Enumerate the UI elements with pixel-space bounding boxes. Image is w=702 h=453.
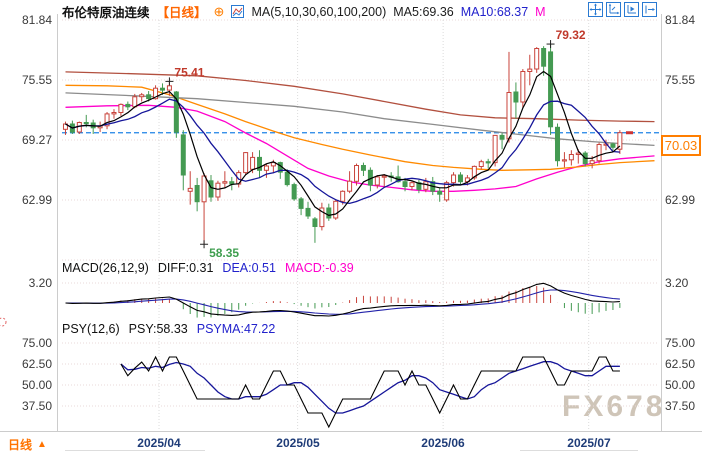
psy-axis-label: 62.50 — [665, 357, 696, 371]
psy-axis-label: 50.00 — [21, 378, 52, 392]
psy-axis-label: 75.00 — [665, 336, 696, 350]
x-axis-month-label: 2025/07 — [567, 436, 611, 450]
x-axis-month-label: 2025/04 — [137, 436, 181, 450]
period-label: 日线 — [8, 438, 33, 452]
psy-params-label: PSY(12,6) — [62, 322, 120, 336]
chart-toolbar — [588, 2, 657, 17]
svg-text:75.41: 75.41 — [174, 65, 204, 79]
macd-dea-label: DEA:0.51 — [222, 261, 276, 275]
macd-axis-label: 3.20 — [28, 276, 52, 290]
psy-axis-label: 75.00 — [21, 336, 52, 350]
chart-type-icon[interactable] — [231, 5, 245, 18]
current-price-badge: 70.03 — [661, 135, 701, 156]
go-to-latest-icon[interactable] — [642, 2, 657, 17]
psy-axis-label: 37.50 — [665, 399, 696, 413]
psy-value-label: PSY:58.33 — [128, 322, 188, 336]
expand-bars-icon[interactable] — [624, 2, 639, 17]
ma5-value-label: MA5:69.36 — [393, 4, 454, 19]
psy-axis-label: 50.00 — [665, 378, 696, 392]
y-axis-label: 69.27 — [21, 133, 52, 147]
svg-text:58.35: 58.35 — [209, 246, 239, 260]
y-axis-label: 81.84 — [21, 13, 52, 27]
y-axis-label: 62.99 — [665, 193, 696, 207]
compress-bars-icon[interactable] — [606, 2, 621, 17]
macd-value-label: MACD:-0.39 — [284, 261, 354, 275]
y-axis-label: 75.55 — [665, 73, 696, 87]
triangle-up-icon: ▲ — [37, 439, 47, 450]
psy-axis-label: 62.50 — [21, 357, 52, 371]
y-axis-label: 75.55 — [21, 73, 52, 87]
svg-text:79.32: 79.32 — [556, 28, 586, 42]
y-axis-label: 81.84 — [665, 13, 696, 27]
macd-header: MACD(26,12,9) DIFF:0.31 DEA:0.51 MACD:-0… — [62, 261, 354, 275]
ma-params-label: MA(5,10,30,60,100,200) — [251, 4, 387, 19]
instrument-title: 布伦特原油连续 — [62, 6, 150, 20]
psy-header: PSY(12,6) PSY:58.33 PSYMA:47.22 — [62, 322, 275, 336]
ma10-value-label: MA10:68.37 — [460, 4, 529, 19]
add-compare-icon[interactable]: ⊕ — [213, 3, 225, 19]
crosshair-move-icon[interactable] — [588, 2, 603, 17]
psy-axis-label: 37.50 — [21, 399, 52, 413]
x-axis-month-label: 2025/06 — [421, 436, 465, 450]
macd-diff-label: DIFF:0.31 — [157, 261, 214, 275]
ma30-value-label-truncated: M — [535, 4, 546, 19]
macd-params-label: MACD(26,12,9) — [62, 261, 149, 275]
macd-axis-label: 3.20 — [665, 276, 689, 290]
psyma-value-label: PSYMA:47.22 — [196, 322, 276, 336]
x-axis-month-label: 2025/05 — [276, 436, 320, 450]
period-selector[interactable]: 日线 ▲ — [8, 436, 47, 453]
period-tag: 【日线】 — [156, 6, 207, 20]
y-axis-label: 62.99 — [21, 193, 52, 207]
chart-header: 布伦特原油连续 【日线】 ⊕ MA(5,10,30,60,100,200) MA… — [62, 2, 546, 21]
